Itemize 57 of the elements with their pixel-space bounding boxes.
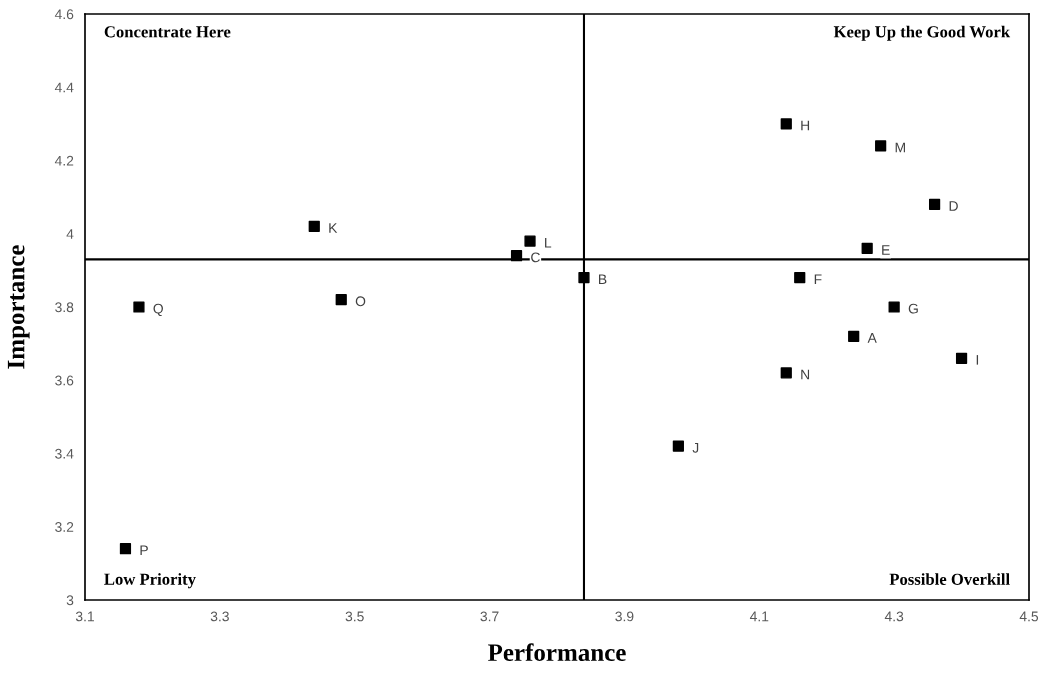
point <box>888 301 900 313</box>
annotation: C <box>531 252 540 263</box>
point <box>308 220 320 233</box>
annotation: H <box>801 120 810 131</box>
y-tick-label: 3.8 <box>55 302 74 313</box>
y-tick-label: 3.6 <box>55 375 74 386</box>
annotation: Low Priority <box>104 573 196 589</box>
x-tick-label: 4.5 <box>1019 611 1039 622</box>
annotation: P <box>140 545 148 556</box>
point <box>875 140 887 152</box>
annotation: Keep Up the Good Work <box>833 25 1011 41</box>
annotation: Q <box>153 303 163 316</box>
point <box>133 301 145 313</box>
annotation: B <box>599 274 607 285</box>
y-tick-label: 3.4 <box>55 448 74 459</box>
x-tick-label: 3.1 <box>75 611 94 622</box>
point <box>510 250 523 262</box>
x-tick-label: 3.5 <box>345 611 364 622</box>
annotation: G <box>908 303 918 314</box>
point <box>578 272 590 284</box>
y-tick-label: 4.4 <box>54 82 74 93</box>
annotation: D <box>949 201 958 211</box>
point <box>780 118 792 130</box>
annotation: L <box>545 237 552 248</box>
annotation: I <box>976 355 979 365</box>
point <box>119 543 132 555</box>
annotation: K <box>329 223 338 233</box>
x-tick-label: 3.9 <box>615 611 634 622</box>
point <box>955 352 968 364</box>
annotation: M <box>895 142 905 153</box>
point <box>848 330 860 342</box>
point <box>335 294 347 306</box>
point <box>861 242 873 255</box>
annotation: F <box>814 274 822 285</box>
annotation: O <box>355 296 366 307</box>
annotation: Possible Overkill <box>889 573 1010 585</box>
y-tick-label: 4 <box>66 229 74 239</box>
annotation: A <box>867 333 877 343</box>
point <box>524 235 536 247</box>
annotation: E <box>882 245 890 255</box>
point <box>672 440 684 452</box>
x-tick-label: 4.1 <box>749 611 769 622</box>
annotation: N <box>801 369 810 380</box>
x-tick-label: 3.3 <box>210 611 229 622</box>
point <box>780 367 792 379</box>
x-axis-title: Performance <box>488 643 626 662</box>
annotation: J <box>692 442 699 453</box>
x-tick-label: 3.7 <box>480 611 499 622</box>
y-tick-label: 3 <box>66 595 74 606</box>
annotation: Concentrate Here <box>104 26 231 38</box>
y-tick-label: 4.6 <box>54 9 74 20</box>
y-tick-label: 3.2 <box>55 522 74 532</box>
y-axis-title: Importance <box>7 245 30 369</box>
point <box>794 272 806 284</box>
x-tick-label: 4.3 <box>884 611 904 622</box>
point <box>928 198 941 211</box>
y-tick-label: 4.2 <box>54 155 74 166</box>
